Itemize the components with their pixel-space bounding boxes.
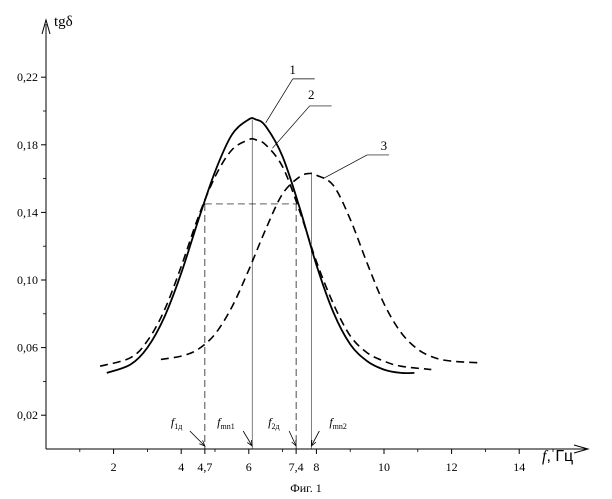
y-tick-label: 0,02 [17, 408, 38, 422]
annotation-sub: mn2 [333, 422, 347, 431]
x-extra-tick-label: 7,4 [289, 460, 304, 474]
y-axis-title: tgδ [54, 14, 73, 30]
x-tick-label: 4 [178, 460, 184, 474]
guide-lines [205, 119, 311, 449]
annotation-label: f1д [171, 415, 182, 431]
x-tick-label: 14 [513, 460, 525, 474]
series-line-3 [161, 173, 479, 362]
annotation-label: fmn1 [217, 415, 235, 431]
series-group [100, 118, 479, 373]
annotation-arrow [190, 431, 205, 446]
callout-leader [266, 79, 293, 123]
annotation-label: fmn2 [329, 415, 347, 431]
arrow-icon [247, 440, 252, 446]
y-tick-label: 0,22 [17, 70, 38, 84]
axes [41, 20, 588, 454]
annotation-arrow [311, 431, 319, 446]
callout-leader [323, 155, 367, 179]
annotation-arrow [243, 431, 252, 446]
y-tick-label: 0,14 [17, 205, 38, 219]
annotation-arrow [289, 431, 296, 446]
series-line-2 [100, 139, 431, 370]
y-tick-label: 0,10 [17, 273, 38, 287]
labels-group: 0,020,060,100,140,180,2224681012144,77,4… [17, 14, 573, 495]
x-tick-label: 6 [246, 460, 252, 474]
x-tick-label: 12 [446, 460, 458, 474]
x-tick-label: 10 [378, 460, 390, 474]
y-tick-label: 0,06 [17, 341, 38, 355]
series-label-2: 2 [308, 87, 315, 102]
figure-caption: Фиг. 1 [290, 481, 321, 495]
x-tick-label: 8 [313, 460, 319, 474]
series-label-3: 3 [381, 138, 388, 153]
annotation-sub: mn1 [221, 422, 235, 431]
series-label-1: 1 [289, 62, 296, 77]
annotation-sub: 1д [174, 422, 182, 431]
annotation-label: f2д [268, 415, 279, 431]
x-axis-title-unit: , Гц [546, 448, 573, 465]
series-line-1 [107, 118, 415, 373]
annotation-sub: 2д [271, 422, 279, 431]
x-tick-label: 2 [111, 460, 117, 474]
x-extra-tick-label: 4,7 [197, 460, 212, 474]
callout-leader [272, 106, 309, 148]
y-tick-label: 0,18 [17, 138, 38, 152]
x-axis-title: f, Гц [542, 448, 573, 465]
